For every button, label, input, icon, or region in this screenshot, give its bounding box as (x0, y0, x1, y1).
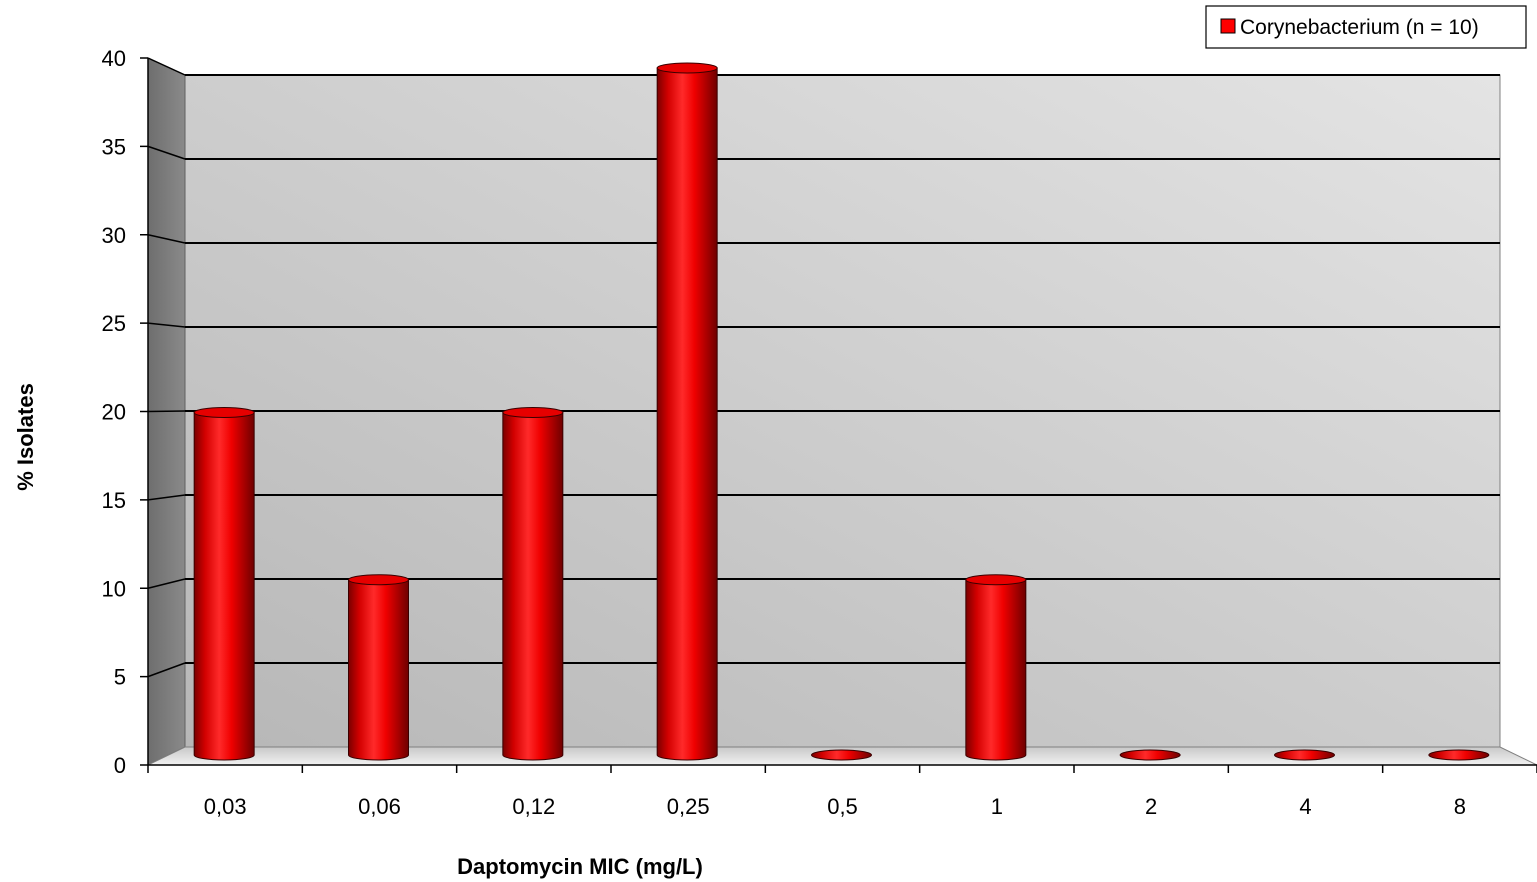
bar-cap (1274, 749, 1335, 761)
bar-body (656, 67, 718, 761)
y-tick-label: 15 (102, 488, 126, 513)
side-gridline (147, 410, 186, 413)
x-tick-label: 4 (1299, 794, 1311, 819)
bar (965, 574, 1027, 761)
y-axis-title: % Isolates (13, 383, 38, 491)
x-tick-label: 8 (1454, 794, 1466, 819)
bar-cap (1119, 749, 1181, 761)
bar-cap (656, 62, 718, 74)
x-axis-title: Daptomycin MIC (mg/L) (457, 854, 703, 879)
bar-cap (502, 407, 564, 418)
y-tick-label: 40 (102, 46, 126, 71)
bar (502, 407, 564, 761)
x-tick-label: 2 (1145, 794, 1157, 819)
y-tick-label: 10 (102, 576, 126, 601)
y-tick-label: 25 (102, 311, 126, 336)
y-tick-label: 35 (102, 134, 126, 159)
legend-label: Corynebacterium (n = 10) (1240, 16, 1479, 39)
y-tick-label: 0 (114, 753, 126, 778)
bar-cap (348, 574, 409, 586)
bar (348, 574, 409, 761)
y-tick-label: 5 (114, 665, 126, 690)
y-tick-label: 20 (102, 400, 126, 425)
bars (193, 62, 1490, 761)
bar (656, 62, 718, 761)
x-tick-label: 0,5 (827, 794, 858, 819)
bar (1274, 749, 1335, 761)
bar-cap (1428, 749, 1490, 761)
bar-cap (965, 574, 1027, 586)
y-tick-label: 30 (102, 223, 126, 248)
bar (193, 407, 255, 761)
bar-body (348, 579, 409, 761)
bar-cap (811, 749, 872, 761)
bar (811, 749, 872, 761)
x-tick-label: 0,12 (512, 794, 555, 819)
side-gridline (147, 234, 186, 244)
bar (1428, 749, 1490, 761)
x-axis: 0,03 0,06 0,12 0,25 0,5 1 2 4 8 (147, 764, 1537, 819)
side-gridline (147, 494, 186, 501)
side-gridline (147, 662, 186, 678)
side-gridline (147, 578, 186, 589)
side-gridline (147, 322, 186, 328)
x-tick-label: 0,06 (358, 794, 401, 819)
x-tick-label: 0,25 (667, 794, 710, 819)
side-gridline (147, 57, 186, 76)
bar-body (193, 412, 255, 761)
bar-body (965, 579, 1027, 761)
y-axis: 0 5 10 15 20 25 30 35 40 (102, 46, 149, 778)
side-gridline (147, 145, 186, 160)
legend: Corynebacterium (n = 10) (1205, 5, 1527, 49)
bar (1119, 749, 1181, 761)
x-tick-label: 1 (991, 794, 1003, 819)
legend-box (1205, 5, 1527, 49)
x-tick-label: 0,03 (204, 794, 247, 819)
bar-body (502, 412, 564, 761)
bar-cap (193, 407, 255, 418)
legend-swatch (1220, 18, 1236, 34)
